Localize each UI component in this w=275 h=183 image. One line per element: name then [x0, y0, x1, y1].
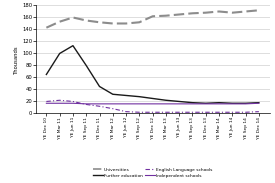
Further education: [231, 102, 234, 104]
English Language schools: [58, 99, 61, 101]
Universities: [58, 20, 61, 23]
Independent schools: [231, 103, 234, 105]
Universities: [45, 27, 48, 29]
Independent schools: [204, 103, 207, 105]
Further education: [85, 64, 88, 67]
Legend: Universities, Further education, English Language schools, Independent schools: Universities, Further education, English…: [93, 167, 213, 178]
Independent schools: [191, 103, 194, 105]
Further education: [111, 93, 114, 95]
Independent schools: [58, 102, 61, 104]
Universities: [204, 12, 207, 14]
Independent schools: [151, 103, 154, 105]
English Language schools: [244, 111, 247, 113]
Universities: [85, 19, 88, 22]
Further education: [45, 73, 48, 76]
Universities: [151, 15, 154, 17]
Further education: [58, 52, 61, 55]
English Language schools: [138, 111, 141, 113]
Independent schools: [98, 103, 101, 105]
Universities: [231, 12, 234, 14]
Further education: [204, 102, 207, 104]
Further education: [217, 102, 221, 104]
Further education: [244, 102, 247, 104]
English Language schools: [71, 100, 75, 102]
English Language schools: [124, 111, 128, 113]
Universities: [111, 22, 114, 25]
Independent schools: [85, 103, 88, 105]
Independent schools: [45, 102, 48, 104]
Independent schools: [71, 102, 75, 104]
Independent schools: [244, 103, 247, 105]
Universities: [257, 9, 260, 11]
Independent schools: [217, 103, 221, 105]
Universities: [138, 21, 141, 23]
Independent schools: [111, 103, 114, 105]
English Language schools: [164, 111, 167, 113]
English Language schools: [231, 111, 234, 113]
Further education: [178, 100, 181, 102]
Universities: [191, 12, 194, 14]
English Language schools: [45, 100, 48, 102]
Line: Independent schools: Independent schools: [46, 103, 259, 104]
Line: English Language schools: English Language schools: [46, 100, 259, 112]
Line: Universities: Universities: [46, 10, 259, 28]
Universities: [178, 13, 181, 16]
Universities: [124, 22, 128, 25]
Y-axis label: Thousands: Thousands: [14, 45, 19, 74]
Independent schools: [164, 103, 167, 105]
English Language schools: [85, 103, 88, 106]
Further education: [191, 102, 194, 104]
Further education: [71, 45, 75, 47]
Independent schools: [124, 103, 128, 105]
Independent schools: [257, 102, 260, 104]
English Language schools: [98, 105, 101, 107]
English Language schools: [178, 111, 181, 113]
English Language schools: [217, 111, 221, 113]
English Language schools: [204, 111, 207, 113]
Universities: [71, 16, 75, 19]
Further education: [98, 85, 101, 88]
English Language schools: [111, 108, 114, 110]
Independent schools: [138, 103, 141, 105]
Independent schools: [178, 103, 181, 105]
Further education: [124, 94, 128, 97]
Universities: [98, 21, 101, 23]
Further education: [138, 96, 141, 98]
Line: Further education: Further education: [46, 46, 259, 103]
Further education: [151, 97, 154, 100]
Universities: [164, 15, 167, 17]
English Language schools: [257, 111, 260, 113]
Universities: [244, 10, 247, 13]
English Language schools: [151, 111, 154, 113]
Further education: [257, 102, 260, 104]
English Language schools: [191, 111, 194, 113]
Universities: [217, 10, 221, 13]
Further education: [164, 99, 167, 101]
